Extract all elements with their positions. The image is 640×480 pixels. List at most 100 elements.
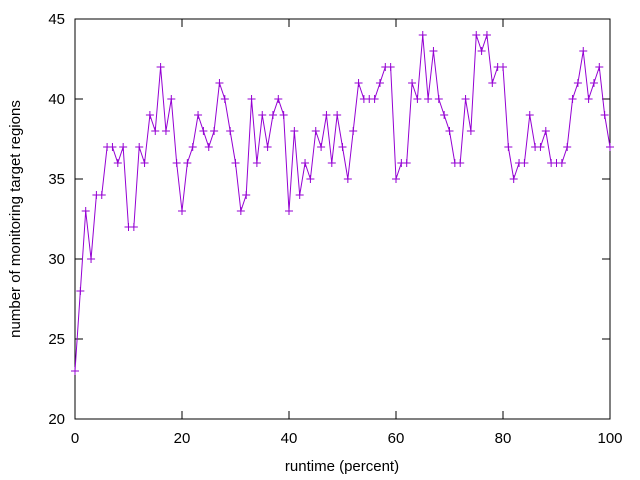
y-tick-label: 25 xyxy=(48,331,65,348)
data-point xyxy=(392,175,400,183)
data-point xyxy=(178,207,186,215)
data-point xyxy=(408,79,417,87)
data-point xyxy=(434,95,443,103)
series-markers xyxy=(71,31,614,375)
data-point xyxy=(113,159,122,167)
data-point xyxy=(440,111,449,119)
data-point xyxy=(119,143,128,151)
data-point xyxy=(557,159,566,167)
data-point xyxy=(97,191,106,199)
data-point xyxy=(472,31,481,39)
data-point xyxy=(418,31,427,39)
data-point xyxy=(536,143,545,151)
x-tick-label: 100 xyxy=(597,430,622,447)
data-point xyxy=(402,159,411,167)
data-point xyxy=(129,223,138,231)
data-point xyxy=(568,95,577,103)
data-point xyxy=(263,143,272,151)
data-point xyxy=(295,191,304,199)
data-point xyxy=(541,127,550,135)
axis-tick-labels: 0 20 40 60 80 100 20 25 30 35 40 45 xyxy=(48,11,622,447)
data-point xyxy=(606,143,614,151)
data-point xyxy=(311,127,320,135)
data-point xyxy=(258,111,267,119)
data-point xyxy=(108,143,117,151)
data-point xyxy=(188,143,197,151)
data-point xyxy=(252,159,261,167)
data-point xyxy=(204,143,213,151)
data-point xyxy=(584,95,593,103)
data-point xyxy=(370,95,379,103)
data-point xyxy=(573,79,582,87)
y-tick-label: 20 xyxy=(48,411,65,428)
y-tick-label: 45 xyxy=(48,11,65,28)
data-point xyxy=(445,127,454,135)
data-point xyxy=(87,255,96,263)
data-point xyxy=(488,79,497,87)
data-point xyxy=(247,95,256,103)
data-point xyxy=(504,143,513,151)
data-point xyxy=(327,159,336,167)
data-point xyxy=(595,63,604,71)
data-point xyxy=(482,31,491,39)
data-point xyxy=(477,47,486,55)
data-point xyxy=(285,207,293,215)
data-point xyxy=(509,175,518,183)
data-point xyxy=(317,143,326,151)
data-point xyxy=(386,63,395,71)
data-point xyxy=(456,159,465,167)
data-point xyxy=(343,175,352,183)
data-point xyxy=(231,159,240,167)
data-point xyxy=(71,367,79,375)
data-point xyxy=(161,127,170,135)
data-point xyxy=(135,143,144,151)
data-point xyxy=(226,127,235,135)
plot-area-frame xyxy=(74,18,611,420)
data-point xyxy=(140,159,149,167)
data-point xyxy=(589,79,598,87)
x-tick-label: 40 xyxy=(281,430,298,447)
data-point xyxy=(306,175,315,183)
data-point xyxy=(322,111,331,119)
data-point xyxy=(210,127,219,135)
data-point xyxy=(183,159,192,167)
data-point xyxy=(563,143,572,151)
data-point xyxy=(215,79,224,87)
axis-ticks xyxy=(74,18,611,420)
y-tick-label: 40 xyxy=(48,91,65,108)
y-axis-label: number of monitoring target regions xyxy=(7,100,24,338)
data-point xyxy=(172,159,181,167)
x-tick-label: 60 xyxy=(388,430,405,447)
data-point xyxy=(279,111,288,119)
y-tick-label: 35 xyxy=(48,171,65,188)
data-point xyxy=(76,287,85,295)
data-point xyxy=(579,47,588,55)
data-point xyxy=(167,95,176,103)
data-point xyxy=(156,63,165,71)
data-point xyxy=(600,111,609,119)
data-point xyxy=(290,127,299,135)
data-point xyxy=(333,111,342,119)
x-tick-label: 20 xyxy=(174,430,191,447)
x-tick-label: 80 xyxy=(495,430,512,447)
data-point xyxy=(145,111,154,119)
y-tick-label: 30 xyxy=(48,251,65,268)
data-point xyxy=(338,143,347,151)
data-point xyxy=(466,127,475,135)
data-point xyxy=(525,111,534,119)
data-point xyxy=(194,111,203,119)
series-line xyxy=(74,34,611,372)
data-point xyxy=(413,95,422,103)
data-point xyxy=(499,63,507,71)
data-point xyxy=(461,95,470,103)
data-point xyxy=(151,127,160,135)
x-axis-label: runtime (percent) xyxy=(285,458,399,475)
data-point xyxy=(199,127,208,135)
data-point xyxy=(520,159,529,167)
data-point xyxy=(242,191,251,199)
data-point xyxy=(301,159,310,167)
data-point xyxy=(236,207,245,215)
data-point xyxy=(81,207,90,215)
data-point xyxy=(424,95,433,103)
